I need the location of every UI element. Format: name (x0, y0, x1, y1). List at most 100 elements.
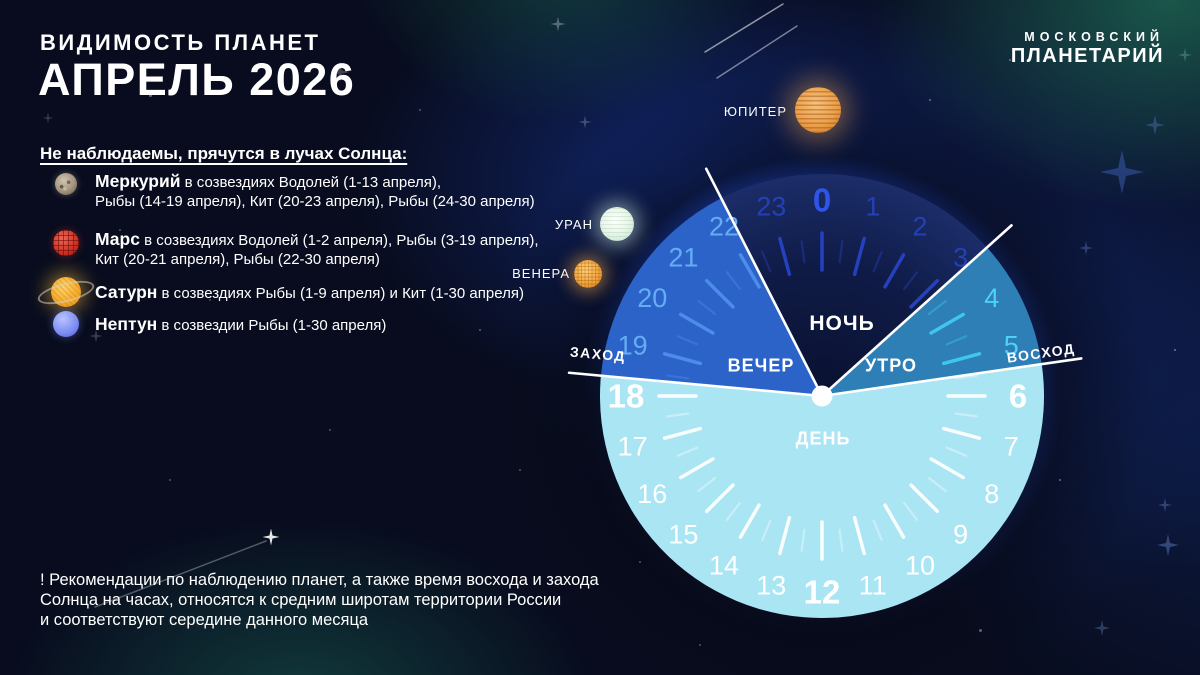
night-sector (721, 174, 987, 396)
hour-tick (883, 503, 906, 539)
hour-number: 17 (618, 432, 648, 462)
half-hour-tick (903, 271, 919, 290)
uranus-label: УРАН (554, 217, 593, 232)
hour-tick (941, 426, 982, 440)
hour-number: 1 (865, 192, 880, 222)
planet-name: Марс (95, 229, 140, 249)
half-hour-tick (761, 250, 772, 273)
hour-tick (679, 457, 715, 480)
saturn-icon (51, 277, 81, 307)
hour-tick (738, 253, 761, 289)
hour-tick (704, 278, 735, 309)
half-hour-tick (800, 240, 806, 264)
day-sector (600, 364, 1044, 619)
logo-line2: ПЛАНЕТАРИЙ (1010, 45, 1164, 67)
half-hour-tick (676, 446, 699, 457)
hour-tick (852, 515, 866, 556)
morning-sector (822, 247, 1042, 396)
hour-number: 10 (905, 551, 935, 581)
planet-description: в созвездиях Водолей (1-13 апреля), Рыбы… (95, 174, 535, 210)
half-hour-tick (903, 502, 919, 521)
hour-number: 9 (953, 520, 968, 550)
hour-number: 15 (668, 520, 698, 550)
hour-tick (662, 352, 703, 366)
jupiter-label: ЮПИТЕР (723, 104, 787, 119)
list-item-saturn: Сатурн в созвездиях Рыбы (1-9 апреля) и … (95, 283, 577, 303)
hour-number: 23 (756, 192, 786, 222)
day-sector-label: ДЕНЬ (795, 428, 851, 449)
sunset-line (567, 371, 824, 398)
hour-number: 13 (756, 570, 786, 600)
planet-name: Меркурий (95, 171, 181, 191)
mercury-icon (55, 173, 77, 195)
hour-number: 5 (1004, 330, 1019, 360)
mars-icon (53, 230, 79, 256)
planet-description: в созвездиях Водолей (1-2 апреля), Рыбы … (95, 232, 539, 268)
meteor-trail (716, 25, 798, 79)
planet-description: в созвездиях Рыбы (1-9 апреля) и Кит (1-… (161, 285, 524, 302)
hour-tick (662, 426, 703, 440)
half-hour-tick (676, 335, 699, 346)
meteor-trail (704, 3, 784, 53)
half-hour-tick (872, 250, 883, 273)
hour-number: 21 (668, 242, 698, 272)
hour-number: 12 (804, 574, 841, 611)
half-hour-tick (697, 477, 716, 493)
hour-number: 6 (1009, 378, 1027, 415)
half-hour-tick (872, 519, 883, 542)
half-hour-tick (928, 477, 947, 493)
list-item-mars: Марс в созвездиях Водолей (1-2 апреля), … (95, 230, 577, 269)
hour-number: 4 (984, 283, 999, 313)
hour-number: 11 (859, 570, 887, 600)
planetarium-logo: МОСКОВСКИЙ ПЛАНЕТАРИЙ (1011, 30, 1164, 68)
hidden-planets-heading: Не наблюдаемы, прячутся в лучах Солнца: (40, 144, 408, 163)
night-end-line (820, 224, 1013, 398)
half-hour-tick (954, 374, 978, 380)
hour-tick (929, 457, 965, 480)
half-hour-tick (725, 271, 741, 290)
half-hour-tick (954, 412, 978, 418)
half-hour-tick (761, 519, 772, 542)
half-hour-tick (838, 528, 844, 552)
list-item-mercury: Меркурий в созвездиях Водолей (1-13 апре… (95, 172, 577, 211)
hour-tick (941, 352, 982, 366)
night-sector-label: НОЧЬ (809, 312, 875, 335)
hour-tick (883, 253, 906, 289)
hour-number: 7 (1004, 432, 1019, 462)
half-hour-tick (928, 299, 947, 315)
hour-number: 20 (637, 283, 667, 313)
hour-number: 14 (709, 551, 739, 581)
hour-number: 16 (637, 479, 667, 509)
half-hour-tick (697, 299, 716, 315)
half-hour-tick (800, 528, 806, 552)
clock-center-dot (811, 385, 833, 407)
sunrise-line (820, 357, 1083, 398)
hour-tick (679, 312, 715, 335)
hour-tick (704, 483, 735, 514)
page-subtitle: ВИДИМОСТЬ ПЛАНЕТ (40, 30, 321, 55)
half-hour-tick (945, 446, 968, 457)
half-hour-tick (838, 240, 844, 264)
hour-number: 2 (912, 211, 927, 241)
hour-number: 22 (709, 211, 739, 241)
hour-tick (909, 483, 940, 514)
logo-line1: МОСКОВСКИЙ (1024, 30, 1164, 44)
half-hour-tick (725, 502, 741, 521)
planet-name: Сатурн (95, 282, 158, 302)
hour-tick (852, 236, 866, 277)
hour-number: 8 (984, 479, 999, 509)
planet-description: в созвездии Рыбы (1-30 апреля) (161, 317, 387, 334)
hour-number: 3 (953, 242, 968, 272)
jupiter-icon (795, 87, 841, 133)
half-hour-tick (666, 374, 690, 380)
hour-tick (929, 312, 965, 335)
neptune-icon (53, 311, 79, 337)
morning-sector-label: УТРО (865, 355, 917, 376)
hour-tick (778, 515, 792, 556)
uranus-icon (600, 207, 634, 241)
page-title: АПРЕЛЬ 2026 (38, 54, 356, 105)
hour-tick (909, 278, 940, 309)
night-start-line (704, 167, 824, 398)
